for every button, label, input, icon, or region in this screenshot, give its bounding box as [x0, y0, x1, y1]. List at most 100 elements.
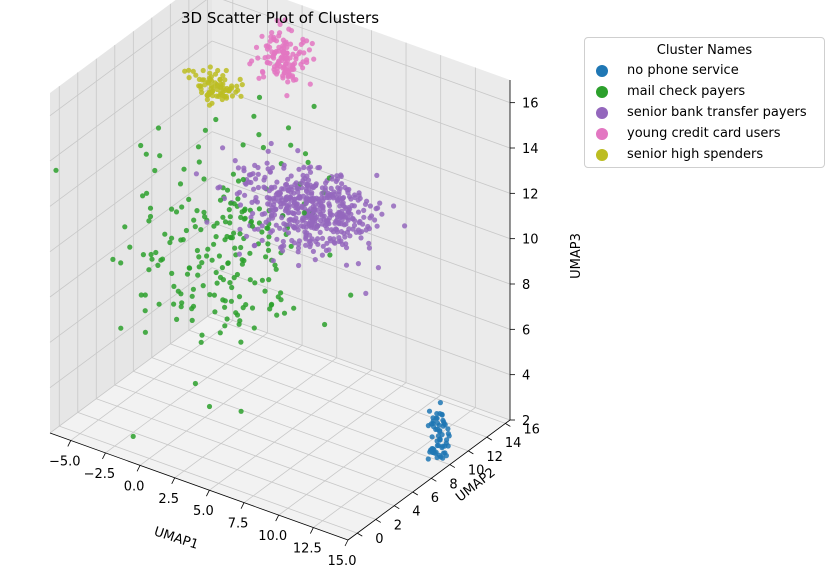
scatter-point: [341, 222, 347, 228]
scatter-point: [321, 217, 327, 223]
scatter-point: [326, 203, 333, 209]
scatter-point: [329, 176, 335, 182]
scatter-point: [265, 148, 271, 154]
x-tick-label: 0.0: [124, 479, 145, 494]
scatter-point: [179, 204, 185, 210]
tick-mark: [136, 465, 141, 472]
scatter-point: [234, 312, 241, 318]
scatter-point: [196, 254, 202, 260]
scatter-point: [291, 240, 297, 246]
scatter-point: [307, 164, 314, 170]
scatter-point: [182, 68, 188, 74]
scatter-point: [366, 245, 372, 251]
grid-line: [211, 267, 511, 376]
scatter-point: [146, 267, 152, 273]
scatter-point: [285, 73, 291, 79]
axis-lines: [49, 80, 511, 541]
scatter-point: [343, 245, 350, 251]
scatter-point: [296, 186, 302, 192]
scatter-point: [251, 186, 257, 192]
scatter-point: [267, 60, 273, 66]
grid-line: [49, 0, 207, 116]
scatter-point: [249, 223, 255, 229]
scatter-point: [219, 265, 225, 271]
x-tick-label: 10.0: [258, 529, 287, 544]
tick-mark: [431, 477, 437, 482]
legend-title: Cluster Names: [656, 43, 753, 58]
scatter-point: [240, 142, 246, 148]
scatter-point: [178, 304, 184, 310]
scatter-point: [332, 240, 338, 246]
scatter-point: [266, 277, 272, 283]
scatter-point: [130, 433, 136, 439]
scatter-point: [254, 199, 260, 205]
scatter-point: [339, 241, 346, 248]
scatter-point: [434, 442, 440, 449]
grid-line: [114, 384, 413, 493]
scatter-point: [174, 316, 180, 322]
scatter-point: [237, 202, 244, 208]
scatter-point: [234, 271, 240, 278]
x-tick-label: 12.5: [293, 542, 322, 557]
grid-line: [278, 394, 441, 516]
scatter-point: [428, 421, 434, 427]
scatter-point: [249, 199, 255, 205]
scatter-point: [298, 61, 304, 67]
axis-panes: [50, 0, 510, 540]
scatter-point: [212, 71, 219, 77]
scatter-point: [372, 217, 378, 223]
scatter-point: [269, 186, 275, 192]
scatter-point: [138, 292, 144, 298]
y-tick-label: 14: [505, 436, 522, 451]
scatter-point: [328, 185, 334, 191]
scatter-point: [223, 93, 229, 99]
scatter-point: [235, 196, 241, 202]
scatter-point: [357, 229, 363, 235]
scatter-point: [288, 28, 295, 34]
scatter-point: [288, 142, 294, 148]
tick-mark: [171, 477, 176, 484]
scatter-point: [198, 227, 204, 233]
scatter-point: [200, 67, 206, 74]
scatter-point: [238, 244, 244, 251]
scatter-point: [285, 125, 292, 131]
scatter-point: [269, 165, 275, 171]
scatter-point: [227, 220, 233, 226]
scatter-point: [281, 70, 288, 76]
scatter-point: [324, 240, 330, 246]
scatter-point: [304, 57, 310, 63]
scatter-point: [300, 39, 306, 46]
grid-line: [77, 412, 376, 520]
y-tick-label: 8: [449, 477, 457, 492]
scatter-point: [207, 64, 213, 70]
scatter-point: [162, 231, 168, 237]
scatter-point: [239, 82, 245, 88]
scatter-point: [220, 73, 226, 79]
scatter-point: [276, 44, 282, 51]
scatter-point: [255, 164, 261, 171]
scatter-point: [302, 206, 308, 212]
z-tick-label: 12: [522, 187, 539, 202]
scatter-point: [309, 190, 315, 196]
scatter-point: [232, 245, 238, 251]
scatter-point: [281, 310, 288, 316]
tick-mark: [67, 440, 72, 447]
scatter-point: [335, 197, 341, 203]
x-tick-label: 7.5: [228, 517, 249, 532]
tick-mark: [468, 450, 474, 455]
scatter-point: [437, 400, 443, 406]
chart-title: 3D Scatter Plot of Clusters: [180, 9, 380, 27]
scatter-point: [211, 292, 217, 298]
scatter-point: [192, 380, 198, 387]
scatter-point: [186, 265, 192, 271]
scatter-point: [285, 176, 291, 182]
scatter-point: [294, 219, 300, 225]
scatter-point: [442, 443, 448, 449]
scatter-point: [288, 173, 294, 179]
scatter-point: [293, 56, 299, 62]
scatter-point: [440, 455, 446, 461]
scatter-point: [301, 164, 307, 171]
grid-line: [133, 370, 432, 479]
scatter-point: [274, 179, 280, 185]
